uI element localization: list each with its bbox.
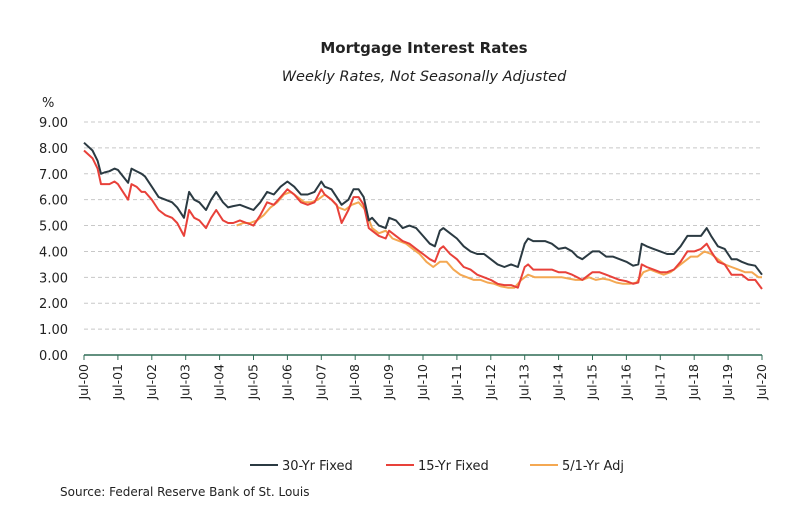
x-tick-label: Jul-09 (381, 364, 396, 401)
x-tick-label: Jul-19 (720, 364, 735, 401)
y-tick-label: 4.00 (39, 245, 68, 260)
x-tick-label: Jul-01 (110, 364, 125, 401)
x-tick-label: Jul-11 (449, 364, 464, 401)
y-tick-label: 3.00 (39, 271, 68, 286)
y-tick-label: 7.00 (39, 168, 68, 183)
chart-title: Mortgage Interest Rates (320, 39, 527, 57)
series-line-15-yr-fixed (83, 149, 763, 290)
x-tick-label: Jul-17 (652, 364, 667, 401)
x-tick-label: Jul-20 (754, 364, 769, 401)
x-tick-label: Jul-12 (483, 364, 498, 401)
x-tick-label: Jul-04 (212, 364, 227, 401)
x-tick-label: Jul-08 (347, 364, 362, 401)
source-note: Source: Federal Reserve Bank of St. Loui… (60, 485, 309, 499)
y-tick-label: 2.00 (39, 297, 68, 312)
x-tick-label: Jul-05 (246, 364, 261, 401)
x-tick-label: Jul-07 (313, 364, 328, 401)
y-tick-label: 1.00 (39, 323, 68, 338)
series-line-30-yr-fixed (83, 141, 763, 276)
y-tick-label: 6.00 (39, 194, 68, 209)
x-tick-label: Jul-06 (279, 364, 294, 401)
x-tick-label: Jul-10 (415, 364, 430, 401)
x-tick-label: Jul-00 (76, 364, 91, 401)
x-tick-label: Jul-18 (686, 364, 701, 401)
y-tick-label: 9.00 (39, 116, 68, 131)
chart-subtitle: Weekly Rates, Not Seasonally Adjusted (282, 69, 567, 85)
legend-label: 5/1-Yr Adj (562, 459, 624, 474)
x-tick-label: Jul-14 (551, 364, 566, 401)
y-axis-ticks: 0.00 1.00 2.00 3.00 4.00 5.00 6.00 7.00 8.00 9.00 (39, 116, 68, 364)
y-tick-label: 8.00 (39, 142, 68, 157)
legend-label: 15-Yr Fixed (418, 459, 489, 474)
series-lines (83, 141, 763, 290)
x-axis: Jul-00 Jul-01 Jul-02 Jul-03 Jul-04 Jul-05 Jul-… (76, 354, 769, 401)
gridlines (84, 121, 762, 330)
x-tick-label: Jul-03 (178, 364, 193, 401)
y-axis-unit: % (42, 96, 54, 111)
x-tick-label: Jul-15 (585, 364, 600, 401)
legend-label: 30-Yr Fixed (282, 459, 353, 474)
series-line-5-1-yr-adj (236, 190, 762, 289)
y-tick-label: 0.00 (39, 349, 68, 364)
x-tick-label: Jul-13 (517, 364, 532, 401)
y-tick-label: 5.00 (39, 220, 68, 235)
x-tick-label: Jul-02 (144, 364, 159, 401)
x-tick-label: Jul-16 (618, 364, 633, 401)
legend: 30-Yr Fixed 15-Yr Fixed 5/1-Yr Adj (250, 459, 624, 474)
